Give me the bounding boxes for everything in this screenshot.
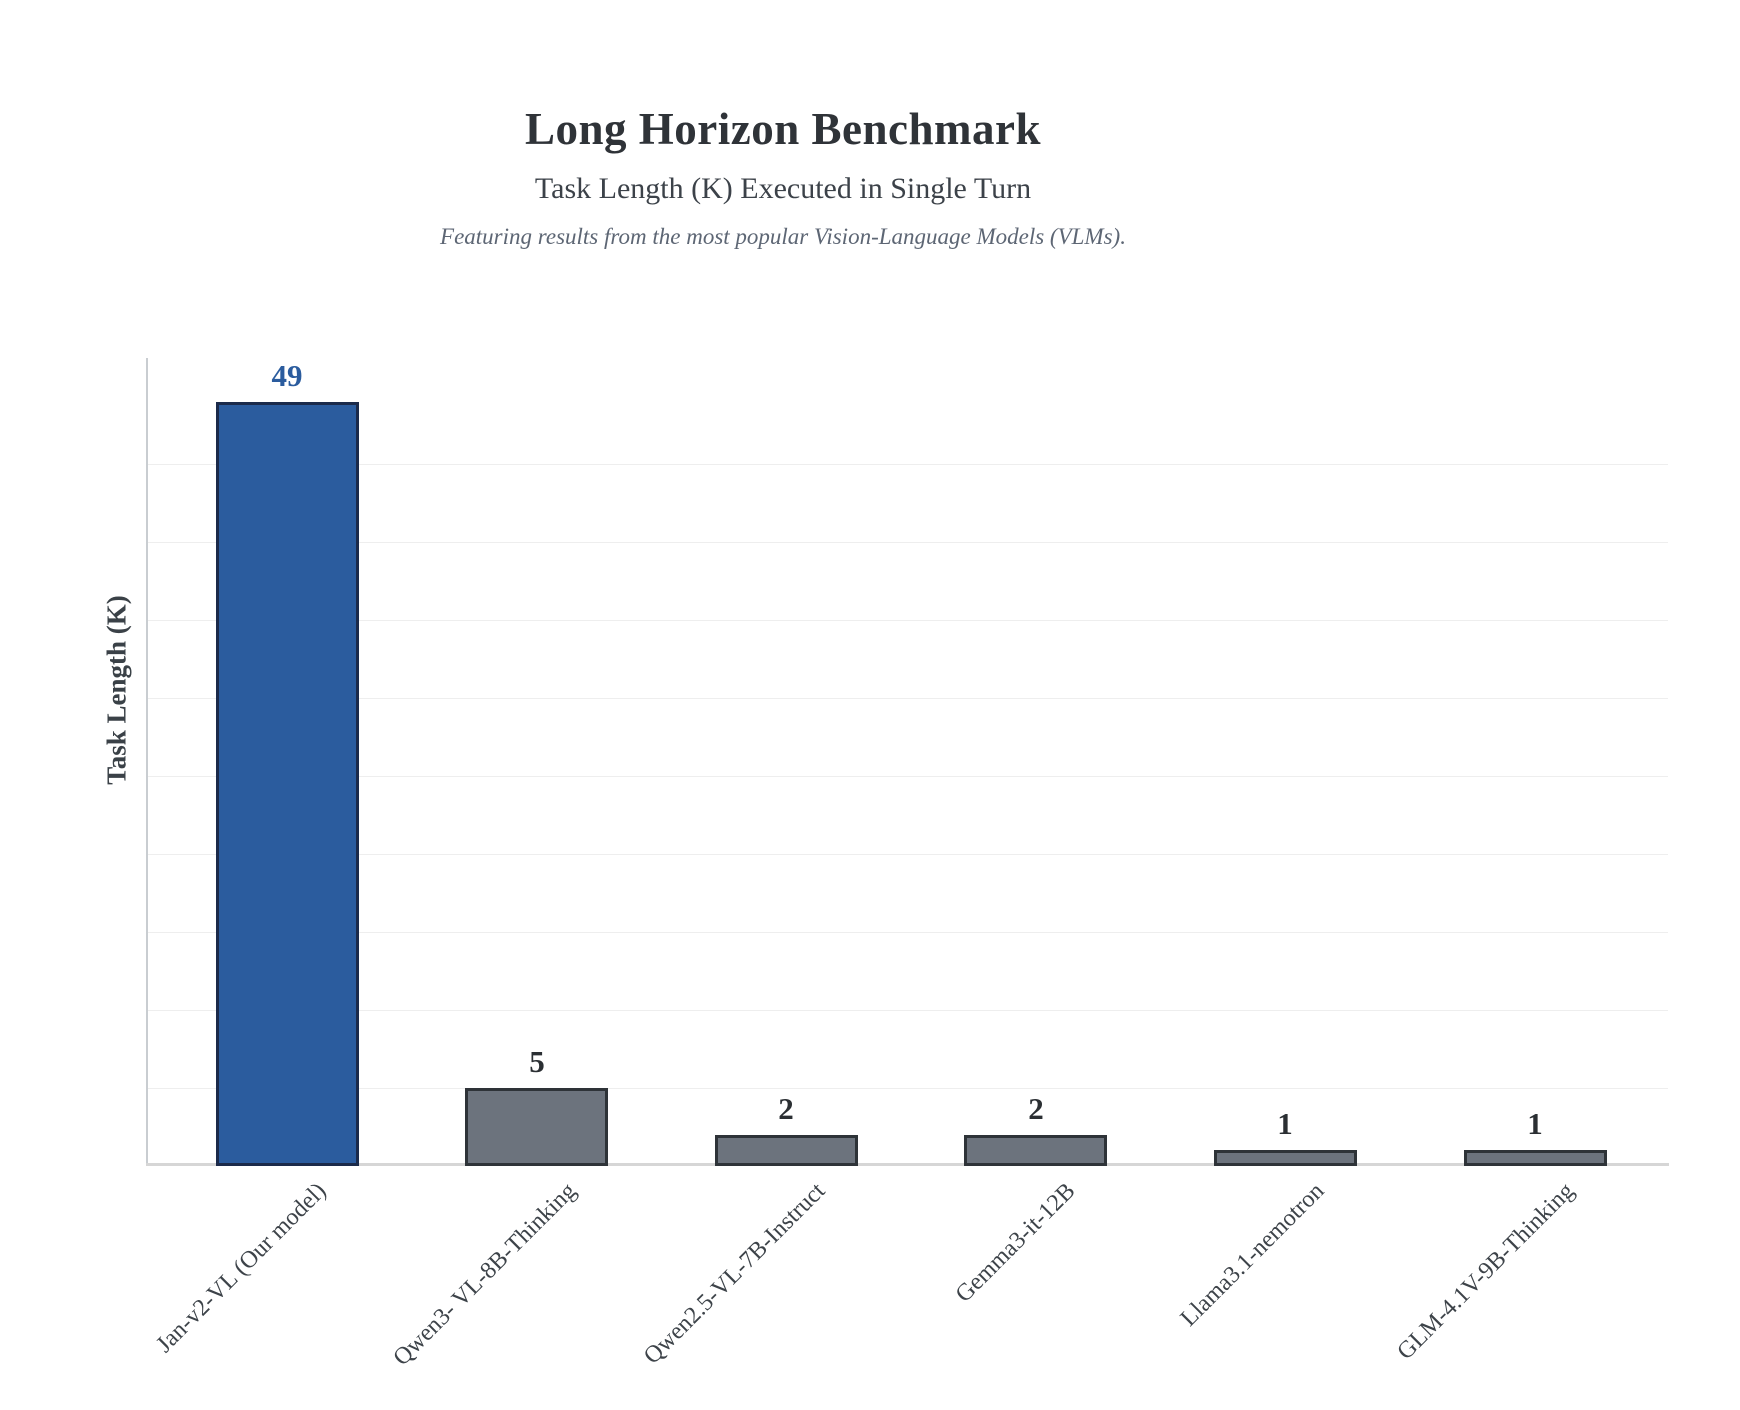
gridline-5 [147, 1088, 1668, 1089]
x-tick-label-llama3-1-nemotron: Llama3.1-nemotron [1175, 1178, 1330, 1332]
x-tick-label-qwen2-5-vl-7b-instruct: Qwen2.5-VL-7B-Instruct [639, 1178, 831, 1370]
bar-value-jan-v2-vl-our-model: 49 [271, 358, 303, 393]
bar-qwen3-vl-8b-thinking [465, 1088, 608, 1166]
bar-llama3-1-nemotron [1214, 1150, 1357, 1166]
gridline-25 [147, 776, 1668, 777]
y-axis-title: Task Length (K) [101, 595, 132, 785]
x-tick-label-jan-v2-vl-our-model: Jan-v2-VL (Our model) [151, 1178, 332, 1358]
x-axis-baseline [146, 1163, 1669, 1166]
gridline-35 [147, 620, 1668, 621]
x-tick-label-gemma3-it-12b: Gemma3-it-12B [950, 1178, 1081, 1308]
bar-value-qwen3-vl-8b-thinking: 5 [529, 1044, 545, 1079]
gridline-30 [147, 698, 1668, 699]
x-tick-label-glm-4-1v-9b-thinking: GLM-4.1V-9B-Thinking [1392, 1178, 1580, 1365]
x-tick-label-qwen3-vl-8b-thinking: Qwen3- VL-8B-Thinking [388, 1178, 582, 1371]
chart-title: Long Horizon Benchmark [524, 104, 1042, 154]
bar-gemma3-it-12b [964, 1135, 1107, 1166]
bar-glm-4-1v-9b-thinking [1464, 1150, 1607, 1166]
bar-value-glm-4-1v-9b-thinking: 1 [1527, 1106, 1543, 1141]
bar-jan-v2-vl-our-model [216, 402, 359, 1166]
chart-caption: Featuring results from the most popular … [440, 224, 1126, 249]
bar-value-llama3-1-nemotron: 1 [1277, 1106, 1293, 1141]
bar-value-qwen2-5-vl-7b-instruct: 2 [778, 1091, 794, 1126]
bar-value-gemma3-it-12b: 2 [1028, 1091, 1044, 1126]
gridline-20 [147, 854, 1668, 855]
gridline-40 [147, 542, 1668, 543]
bar-qwen2-5-vl-7b-instruct [715, 1135, 858, 1166]
y-axis-line [146, 358, 148, 1166]
chart-subtitle: Task Length (K) Executed in Single Turn [534, 172, 1032, 205]
gridline-10 [147, 1010, 1668, 1011]
gridline-45 [147, 464, 1668, 465]
gridline-15 [147, 932, 1668, 933]
